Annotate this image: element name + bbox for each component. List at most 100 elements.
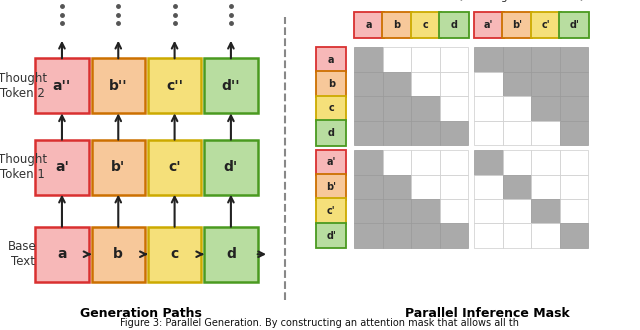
Text: c': c': [327, 206, 335, 216]
Text: a: a: [328, 55, 335, 65]
Text: Parallel Inference Mask: Parallel Inference Mask: [405, 307, 570, 319]
Text: b': b': [111, 160, 125, 174]
Text: b': b': [512, 20, 522, 30]
FancyBboxPatch shape: [560, 72, 588, 96]
FancyBboxPatch shape: [412, 150, 440, 175]
FancyBboxPatch shape: [316, 150, 346, 175]
FancyBboxPatch shape: [355, 48, 383, 72]
Text: b: b: [394, 20, 401, 30]
Text: Thought
Token 2: Thought Token 2: [0, 72, 47, 100]
FancyBboxPatch shape: [503, 72, 531, 96]
FancyBboxPatch shape: [355, 199, 383, 223]
FancyBboxPatch shape: [440, 223, 468, 248]
FancyBboxPatch shape: [560, 223, 588, 248]
FancyBboxPatch shape: [316, 198, 346, 224]
Text: c': c': [541, 20, 550, 30]
FancyBboxPatch shape: [35, 227, 89, 282]
FancyBboxPatch shape: [412, 121, 440, 145]
FancyBboxPatch shape: [531, 223, 560, 248]
Text: Thought Token 1: Thought Token 1: [475, 0, 561, 2]
FancyBboxPatch shape: [412, 48, 440, 72]
FancyBboxPatch shape: [474, 12, 504, 38]
Text: d': d': [569, 20, 579, 30]
FancyBboxPatch shape: [383, 199, 412, 223]
FancyBboxPatch shape: [411, 12, 440, 38]
FancyBboxPatch shape: [383, 150, 412, 175]
FancyBboxPatch shape: [148, 227, 202, 282]
FancyBboxPatch shape: [531, 175, 560, 199]
FancyBboxPatch shape: [502, 12, 532, 38]
FancyBboxPatch shape: [383, 48, 412, 72]
Text: c: c: [423, 20, 429, 30]
FancyBboxPatch shape: [355, 72, 383, 96]
FancyBboxPatch shape: [440, 96, 468, 121]
FancyBboxPatch shape: [560, 175, 588, 199]
FancyBboxPatch shape: [440, 199, 468, 223]
FancyBboxPatch shape: [531, 150, 560, 175]
FancyBboxPatch shape: [531, 199, 560, 223]
FancyBboxPatch shape: [412, 175, 440, 199]
FancyBboxPatch shape: [560, 199, 588, 223]
FancyBboxPatch shape: [382, 12, 412, 38]
FancyBboxPatch shape: [531, 121, 560, 145]
FancyBboxPatch shape: [503, 150, 531, 175]
Text: d'': d'': [221, 79, 240, 93]
FancyBboxPatch shape: [560, 96, 588, 121]
Text: d': d': [326, 231, 336, 241]
Text: a': a': [484, 20, 493, 30]
FancyBboxPatch shape: [503, 199, 531, 223]
FancyBboxPatch shape: [474, 175, 503, 199]
FancyBboxPatch shape: [474, 150, 503, 175]
FancyBboxPatch shape: [474, 199, 503, 223]
FancyBboxPatch shape: [560, 150, 588, 175]
Text: c'': c'': [166, 79, 183, 93]
FancyBboxPatch shape: [204, 227, 258, 282]
Text: c': c': [168, 160, 181, 174]
FancyBboxPatch shape: [355, 175, 383, 199]
FancyBboxPatch shape: [383, 175, 412, 199]
FancyBboxPatch shape: [316, 71, 346, 97]
FancyBboxPatch shape: [354, 12, 383, 38]
Text: b'': b'': [109, 79, 127, 93]
Text: d: d: [451, 20, 458, 30]
Text: c: c: [328, 103, 334, 114]
FancyBboxPatch shape: [383, 96, 412, 121]
Text: b: b: [328, 79, 335, 89]
FancyBboxPatch shape: [355, 96, 383, 121]
FancyBboxPatch shape: [474, 48, 503, 72]
FancyBboxPatch shape: [148, 140, 202, 195]
FancyBboxPatch shape: [204, 58, 258, 114]
FancyBboxPatch shape: [92, 227, 145, 282]
FancyBboxPatch shape: [316, 47, 346, 73]
FancyBboxPatch shape: [531, 72, 560, 96]
FancyBboxPatch shape: [316, 96, 346, 121]
FancyBboxPatch shape: [383, 121, 412, 145]
Text: Base
Text: Base Text: [8, 240, 37, 268]
FancyBboxPatch shape: [316, 120, 346, 146]
FancyBboxPatch shape: [355, 150, 383, 175]
FancyBboxPatch shape: [560, 48, 588, 72]
FancyBboxPatch shape: [92, 58, 145, 114]
FancyBboxPatch shape: [503, 96, 531, 121]
Text: d: d: [328, 128, 335, 138]
FancyBboxPatch shape: [440, 121, 468, 145]
FancyBboxPatch shape: [316, 174, 346, 200]
FancyBboxPatch shape: [560, 121, 588, 145]
FancyBboxPatch shape: [503, 175, 531, 199]
FancyBboxPatch shape: [440, 175, 468, 199]
FancyBboxPatch shape: [383, 72, 412, 96]
Text: d: d: [226, 247, 236, 261]
FancyBboxPatch shape: [35, 140, 89, 195]
Text: a': a': [326, 157, 336, 167]
FancyBboxPatch shape: [35, 58, 89, 114]
Text: a': a': [55, 160, 69, 174]
Text: a: a: [365, 20, 372, 30]
FancyBboxPatch shape: [503, 223, 531, 248]
FancyBboxPatch shape: [355, 223, 383, 248]
FancyBboxPatch shape: [531, 48, 560, 72]
Text: b: b: [113, 247, 124, 261]
FancyBboxPatch shape: [531, 96, 560, 121]
FancyBboxPatch shape: [316, 223, 346, 248]
FancyBboxPatch shape: [148, 58, 202, 114]
Text: a: a: [57, 247, 67, 261]
